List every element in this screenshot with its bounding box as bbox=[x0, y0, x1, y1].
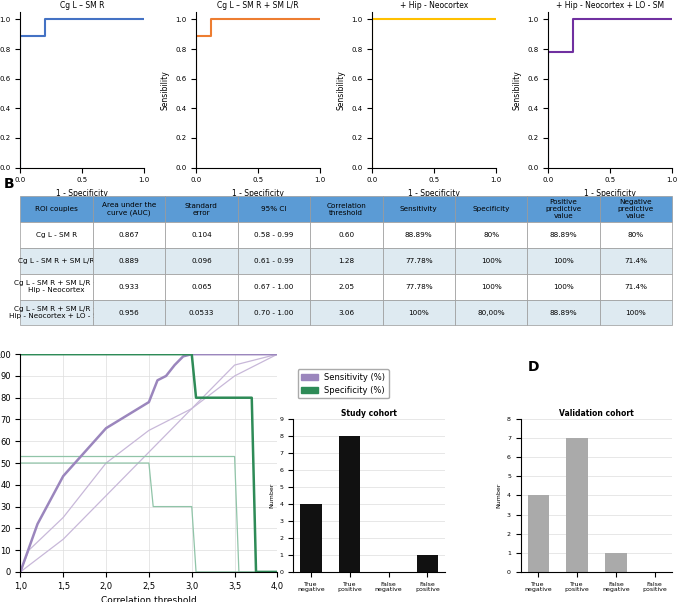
Title: Cg L – SM R + SM L/R
+ Hip - Neocortex: Cg L – SM R + SM L/R + Hip - Neocortex bbox=[393, 0, 475, 10]
Text: D: D bbox=[528, 360, 540, 374]
Title: Cg L – SM R + SM L/R: Cg L – SM R + SM L/R bbox=[217, 1, 299, 10]
Title: Cg L – SM R + SM L/R
+ Hip - Neocortex + LO - SM: Cg L – SM R + SM L/R + Hip - Neocortex +… bbox=[556, 0, 664, 10]
X-axis label: 1 - Specificity: 1 - Specificity bbox=[408, 189, 460, 198]
Bar bbox=[528, 495, 549, 572]
Title: Validation cohort: Validation cohort bbox=[559, 409, 634, 418]
X-axis label: 1 - Specificity: 1 - Specificity bbox=[56, 189, 108, 198]
Bar bbox=[566, 438, 588, 572]
Bar bbox=[605, 553, 627, 572]
Y-axis label: Sensibility: Sensibility bbox=[513, 70, 521, 110]
X-axis label: 1 - Specificity: 1 - Specificity bbox=[232, 189, 285, 198]
Legend: Sensitivity (%), Specificity (%): Sensitivity (%), Specificity (%) bbox=[297, 370, 388, 399]
Y-axis label: Number: Number bbox=[496, 483, 501, 508]
Y-axis label: Number: Number bbox=[269, 483, 274, 508]
X-axis label: 1 - Specificity: 1 - Specificity bbox=[585, 189, 636, 198]
Text: B: B bbox=[4, 176, 15, 191]
Y-axis label: Sensibility: Sensibility bbox=[161, 70, 170, 110]
Bar bbox=[300, 504, 322, 572]
Bar bbox=[417, 555, 438, 572]
X-axis label: Correlation threshold: Correlation threshold bbox=[101, 596, 197, 602]
Title: Cg L – SM R: Cg L – SM R bbox=[60, 1, 105, 10]
Title: Study cohort: Study cohort bbox=[341, 409, 397, 418]
Y-axis label: Sensibility: Sensibility bbox=[337, 70, 346, 110]
Bar bbox=[339, 436, 361, 572]
